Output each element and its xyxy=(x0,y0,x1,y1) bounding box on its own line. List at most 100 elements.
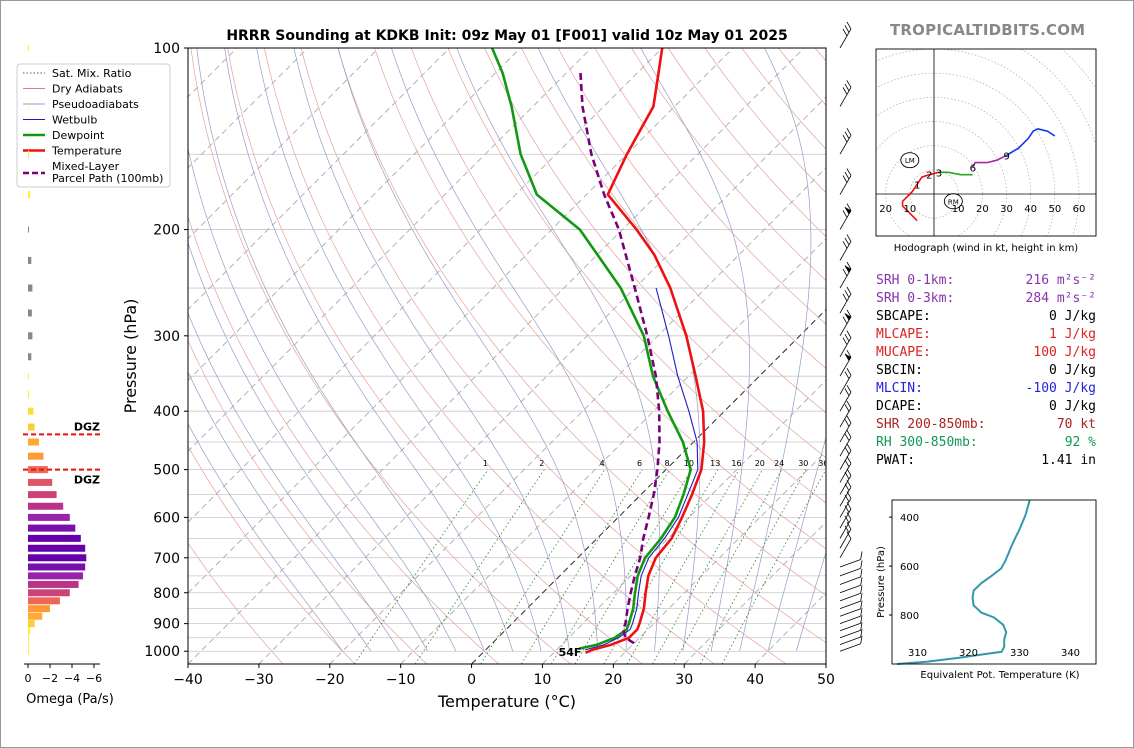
dry-adiabat xyxy=(337,48,826,644)
omega-bar xyxy=(28,438,39,446)
wind-barb xyxy=(839,512,852,539)
omega-bar xyxy=(28,332,33,340)
dgz-label: DGZ xyxy=(74,474,100,487)
omega-bar xyxy=(28,256,32,264)
dry-adiabat xyxy=(374,48,826,596)
dry-adiabat xyxy=(190,48,571,664)
hodo-segment xyxy=(901,171,939,222)
y-tick-label: 800 xyxy=(153,586,180,602)
mixing-ratio-label: 8 xyxy=(664,459,669,468)
legend-label: Sat. Mix. Ratio xyxy=(52,67,132,80)
dgz-label: DGZ xyxy=(74,420,100,433)
mixing-ratio-line xyxy=(353,469,489,664)
wind-barb xyxy=(839,368,852,395)
omega-bar xyxy=(28,641,29,648)
dry-adiabat xyxy=(188,445,356,664)
omega-bar xyxy=(28,597,60,605)
theta-e-y-tick-label: 600 xyxy=(900,562,919,573)
hodo-height-label: 3 xyxy=(936,168,942,179)
mixing-ratio-label: 4 xyxy=(600,459,605,468)
wind-barb xyxy=(839,629,863,645)
isotherm-line xyxy=(188,48,592,452)
stat-value: 92 % xyxy=(1064,435,1096,450)
omega-bar xyxy=(28,572,83,580)
isotherm-line xyxy=(188,48,309,169)
omega-bar xyxy=(28,102,29,110)
profile-dewpoint xyxy=(490,48,692,650)
wind-barb xyxy=(839,622,863,639)
omega-bar xyxy=(28,423,35,431)
hodo-ring-label: 20 xyxy=(879,204,892,215)
hodo-ring-label: 60 xyxy=(1073,204,1086,215)
hodo-marker-ring xyxy=(943,193,963,210)
omega-bar xyxy=(28,627,31,635)
wind-barb xyxy=(839,168,852,195)
wind-barb xyxy=(839,551,863,568)
omega-tick-label: −6 xyxy=(86,672,102,685)
omega-bar xyxy=(28,407,34,415)
profile-mixed-layer-parcel-path-mb- xyxy=(579,72,661,645)
theta-e-x-tick-label: 340 xyxy=(1061,648,1080,659)
y-tick-label: 400 xyxy=(153,404,180,420)
legend-label: Dry Adiabats xyxy=(52,83,123,96)
hodo-segment xyxy=(938,171,973,176)
mixing-ratio-label: 20 xyxy=(755,459,765,468)
hodo-height-label: 1 xyxy=(914,180,920,191)
theta-e-y-tick-label: 800 xyxy=(900,611,919,622)
stat-label: MUCAPE: xyxy=(876,345,931,360)
omega-bar xyxy=(28,554,87,562)
wind-barb xyxy=(839,468,852,495)
omega-tick-label: 0 xyxy=(25,672,32,685)
pseudoadiabat xyxy=(188,147,457,652)
x-tick-label: 10 xyxy=(534,672,552,688)
stat-row: SBCAPE: 0 J/kg xyxy=(876,308,1096,326)
y-tick-label: 200 xyxy=(153,223,180,239)
mixing-ratio-line xyxy=(626,469,740,664)
hodo-caption: Hodograph (wind in kt, height in km) xyxy=(894,243,1079,254)
x-tick-label: 20 xyxy=(604,672,622,688)
isotherm-line xyxy=(188,48,521,382)
wind-barb xyxy=(839,203,852,230)
wind-barb xyxy=(839,568,863,585)
wind-barb xyxy=(839,261,852,289)
mixing-ratio-line xyxy=(480,469,606,664)
theta-e-y-tick-label: 400 xyxy=(900,513,919,524)
mixing-ratio-label: 1 xyxy=(483,459,488,468)
stat-label: MLCAPE: xyxy=(876,327,931,342)
legend-label: Pseudoadiabats xyxy=(52,98,139,111)
wind-barb xyxy=(839,21,852,49)
wind-barb xyxy=(839,80,852,107)
wind-barb xyxy=(839,456,852,483)
omega-bar xyxy=(28,191,31,199)
omega-bar xyxy=(28,612,43,620)
omega-bar xyxy=(28,309,32,317)
x-tick-label: −40 xyxy=(173,672,203,688)
stat-row: MLCIN: -100 J/kg xyxy=(876,380,1096,398)
mixing-ratio-line xyxy=(652,469,763,664)
legend-label: Parcel Path (100mb) xyxy=(52,172,163,185)
stat-label: SRH 0-1km: xyxy=(876,273,955,288)
hodo-marker-label: RM xyxy=(948,198,959,206)
isotherm-line xyxy=(188,48,663,523)
pseudoadiabat xyxy=(188,312,400,652)
y-tick-label: 600 xyxy=(153,510,180,526)
stat-label: SRH 0-3km: xyxy=(876,291,955,306)
stat-value: 0 J/kg xyxy=(1049,363,1096,378)
omega-axis-label: Omega (Pa/s) xyxy=(26,692,114,707)
brand-watermark: TROPICALTIDBITS.COM xyxy=(890,21,1086,39)
dry-adiabat xyxy=(188,215,499,664)
y-tick-label: 900 xyxy=(153,617,180,633)
surface-dewpoint-label: 54F xyxy=(559,646,582,659)
wind-barb xyxy=(839,600,863,617)
wind-barb xyxy=(839,429,852,457)
omega-bar xyxy=(28,390,30,398)
wind-barb xyxy=(839,635,863,652)
omega-bar xyxy=(28,150,30,158)
theta-e-x-tick-label: 320 xyxy=(959,648,978,659)
wind-barb xyxy=(839,286,852,314)
dry-adiabat xyxy=(300,48,787,664)
stat-label: PWAT: xyxy=(876,453,916,468)
mixing-ratio-label: 16 xyxy=(731,459,741,468)
wind-barb xyxy=(839,415,852,443)
